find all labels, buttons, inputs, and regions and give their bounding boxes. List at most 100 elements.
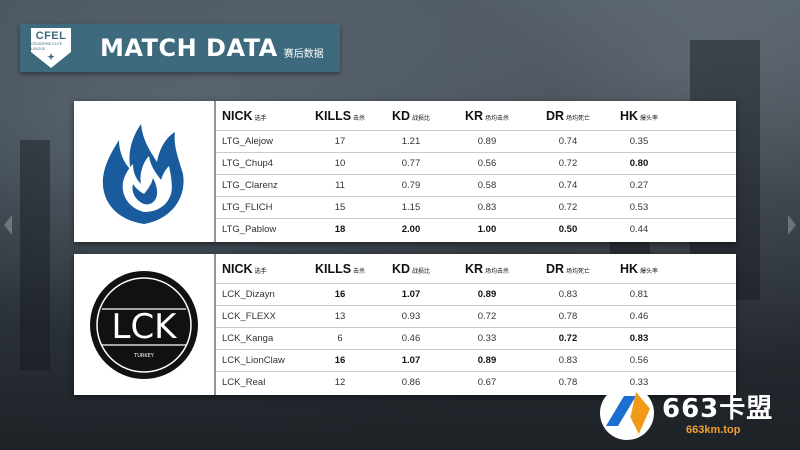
player-kd: 1.07: [401, 355, 421, 366]
player-kd: 0.46: [401, 333, 421, 344]
player-kd: 0.79: [401, 180, 421, 191]
team-logo-text: LCK: [112, 307, 179, 347]
player-nick: LCK_Dizayn: [222, 289, 275, 300]
arrow-right-icon[interactable]: [788, 215, 796, 235]
table-header: NICK 选手 KILLS 击杀 KD 战损比 KR 场均击杀 DR 场均死亡 HK 爆头率: [216, 101, 736, 131]
league-shield-icon: CFEL CROSSFIRE ELITE LEAGUE ✦: [31, 28, 71, 68]
player-dr: 0.74: [558, 180, 578, 191]
league-logo: CFEL CROSSFIRE ELITE LEAGUE ✦: [24, 26, 78, 70]
arrow-left-icon[interactable]: [4, 215, 12, 235]
player-dr: 0.78: [558, 377, 578, 388]
player-nick: LTG_Alejow: [222, 136, 274, 147]
team-panel-lck: LCK TURKEY NICK 选手 KILLS 击杀 KD 战损比 KR 场均击杀 D…: [74, 254, 736, 395]
table-row: LTG_Chup4 10 0.77 0.56 0.72 0.80: [216, 153, 736, 175]
column-header-dr: DR 场均死亡: [545, 108, 591, 123]
player-dr: 0.50: [558, 224, 578, 235]
column-header-hk: HK 爆头率: [619, 108, 659, 123]
column-header-hk: HK 爆头率: [619, 261, 659, 276]
player-nick: LTG_Clarenz: [222, 180, 278, 191]
player-hk: 0.27: [629, 180, 649, 191]
player-kd: 1.21: [401, 136, 421, 147]
table-row: LTG_Pablow 18 2.00 1.00 0.50 0.44: [216, 219, 736, 240]
player-nick: LTG_Pablow: [222, 224, 277, 235]
column-header-kills: KILLS 击杀: [314, 261, 366, 276]
blue-flame-icon: [102, 123, 184, 224]
player-kr: 0.56: [477, 158, 497, 169]
column-header-dr: DR 场均死亡: [545, 261, 591, 276]
background-tower: [20, 140, 50, 370]
header-banner: CFEL CROSSFIRE ELITE LEAGUE ✦ MATCH DATA…: [20, 24, 340, 72]
team-logo-subtext: TURKEY: [133, 353, 155, 359]
player-kills: 13: [334, 311, 346, 322]
player-kr: 0.33: [477, 333, 497, 344]
player-kr: 0.89: [477, 355, 497, 366]
player-hk: 0.80: [629, 158, 649, 169]
player-kd: 0.86: [401, 377, 421, 388]
player-kd: 0.93: [401, 311, 421, 322]
page-subtitle: 赛后数据: [283, 48, 324, 60]
watermark-url: 663km.top: [686, 424, 741, 436]
player-hk: 0.33: [629, 377, 649, 388]
player-kr: 0.83: [477, 202, 497, 213]
player-kills: 6: [337, 333, 343, 344]
player-hk: 0.35: [629, 136, 649, 147]
team-logo-lck: LCK TURKEY: [74, 254, 214, 395]
watermark-logo-icon: [600, 386, 654, 440]
player-kd: 2.00: [401, 224, 421, 235]
player-kr: 0.67: [477, 377, 497, 388]
league-logo-text: CFEL: [35, 30, 67, 42]
player-dr: 0.74: [558, 136, 578, 147]
player-kills: 18: [334, 224, 346, 235]
player-kills: 17: [334, 136, 346, 147]
player-hk: 0.46: [629, 311, 649, 322]
player-nick: LCK_Kanga: [222, 333, 274, 344]
player-dr: 0.72: [558, 158, 578, 169]
stats-table-ltg: NICK 选手 KILLS 击杀 KD 战损比 KR 场均击杀 DR 场均死亡 HK 爆头率…: [216, 101, 736, 242]
table-row: LTG_FLICH 15 1.15 0.83 0.72 0.53: [216, 197, 736, 219]
table-row: LCK_LionClaw 16 1.07 0.89 0.83 0.56: [216, 350, 736, 372]
player-nick: LCK_LionClaw: [222, 355, 285, 366]
player-nick: LCK_FLEXX: [222, 311, 276, 322]
table-row: LTG_Alejow 17 1.21 0.89 0.74 0.35: [216, 131, 736, 153]
player-hk: 0.44: [629, 224, 649, 235]
player-hk: 0.83: [629, 333, 649, 344]
league-logo-subtext: CROSSFIRE ELITE LEAGUE: [31, 42, 63, 51]
table-row: LCK_Dizayn 16 1.07 0.89 0.83 0.81: [216, 284, 736, 306]
player-dr: 0.72: [558, 333, 578, 344]
column-header-kd: KD 战损比: [391, 108, 431, 123]
table-row: LTG_Clarenz 11 0.79 0.58 0.74 0.27: [216, 175, 736, 197]
player-kr: 0.89: [477, 289, 497, 300]
lck-badge-icon: LCK TURKEY: [90, 270, 198, 379]
player-dr: 0.78: [558, 311, 578, 322]
player-kills: 15: [334, 202, 346, 213]
column-header-kills: KILLS 击杀: [314, 108, 366, 123]
watermark: 663卡盟 663km.top: [600, 384, 790, 444]
player-dr: 0.83: [558, 355, 578, 366]
column-header-nick: NICK 选手: [222, 108, 267, 123]
player-kills: 16: [334, 355, 346, 366]
player-nick: LTG_Chup4: [222, 158, 274, 169]
player-kr: 0.58: [477, 180, 497, 191]
column-header-nick: NICK 选手: [222, 261, 267, 276]
player-dr: 0.72: [558, 202, 578, 213]
table-row: LCK_Kanga 6 0.46 0.33 0.72 0.83: [216, 328, 736, 350]
table-row: LCK_FLEXX 13 0.93 0.72 0.78 0.46: [216, 306, 736, 328]
player-kills: 10: [334, 158, 346, 169]
page-title: MATCH DATA: [100, 34, 278, 62]
player-kills: 11: [335, 180, 345, 191]
table-row: LCK_Real 12 0.86 0.67 0.78 0.33: [216, 372, 736, 393]
watermark-name: 663卡盟: [662, 394, 774, 424]
team-logo-ltg: [74, 101, 214, 242]
stats-table-lck: NICK 选手 KILLS 击杀 KD 战损比 KR 场均击杀 DR 场均死亡 HK 爆头率…: [216, 254, 736, 395]
player-hk: 0.53: [629, 202, 649, 213]
panel-divider: [214, 254, 216, 395]
watermark-logo-blue-shape: [606, 396, 636, 426]
player-kr: 0.89: [477, 136, 497, 147]
player-kr: 0.72: [477, 311, 497, 322]
player-nick: LCK_Real: [222, 377, 266, 388]
column-header-kr: KR 场均击杀: [464, 108, 510, 123]
league-logo-mark: ✦: [47, 52, 55, 62]
player-kd: 1.07: [401, 289, 421, 300]
player-kd: 0.77: [401, 158, 421, 169]
player-dr: 0.83: [558, 289, 578, 300]
